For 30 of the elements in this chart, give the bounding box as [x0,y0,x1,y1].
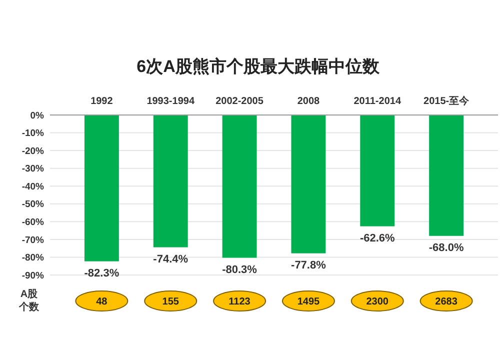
y-tick-label: -40% [22,181,45,192]
text: 1495 [297,296,320,308]
x-tick-label: 2008 [297,96,320,107]
x-tick-label: 2015-至今 [424,95,470,107]
text: 155 [162,296,180,308]
data-label: -62.6% [360,232,396,244]
y-tick-label: -70% [22,234,45,246]
y-tick-label: -20% [22,146,45,157]
text: 2683 [435,296,458,308]
x-tick-label: 2002-2005 [216,96,264,107]
x-tick-label: 2011-2014 [354,96,402,107]
chart-title: 6次A股熊市个股最大跌幅中位数 [136,57,380,76]
y-tick-label: -60% [22,216,45,228]
x-tick-label: 1993-1994 [146,96,195,107]
y-tick-label: -30% [22,164,45,175]
y-tick-label: 0% [30,110,45,122]
text: 48 [96,296,108,308]
data-label: -74.4% [153,253,188,266]
text: A股个数 [18,288,40,313]
text: 2300 [366,296,389,308]
text: 1123 [228,296,251,308]
y-tick-label: -90% [22,270,45,282]
data-label: -77.8% [291,259,326,272]
y-tick-label: -50% [22,199,45,210]
data-label: -68.0% [428,242,464,254]
data-label: -80.3% [222,264,258,276]
y-tick-label: -80% [22,252,45,264]
y-tick-label: -10% [22,128,45,140]
x-tick-label: 1992 [90,96,114,107]
data-label: -82.3% [84,267,120,280]
